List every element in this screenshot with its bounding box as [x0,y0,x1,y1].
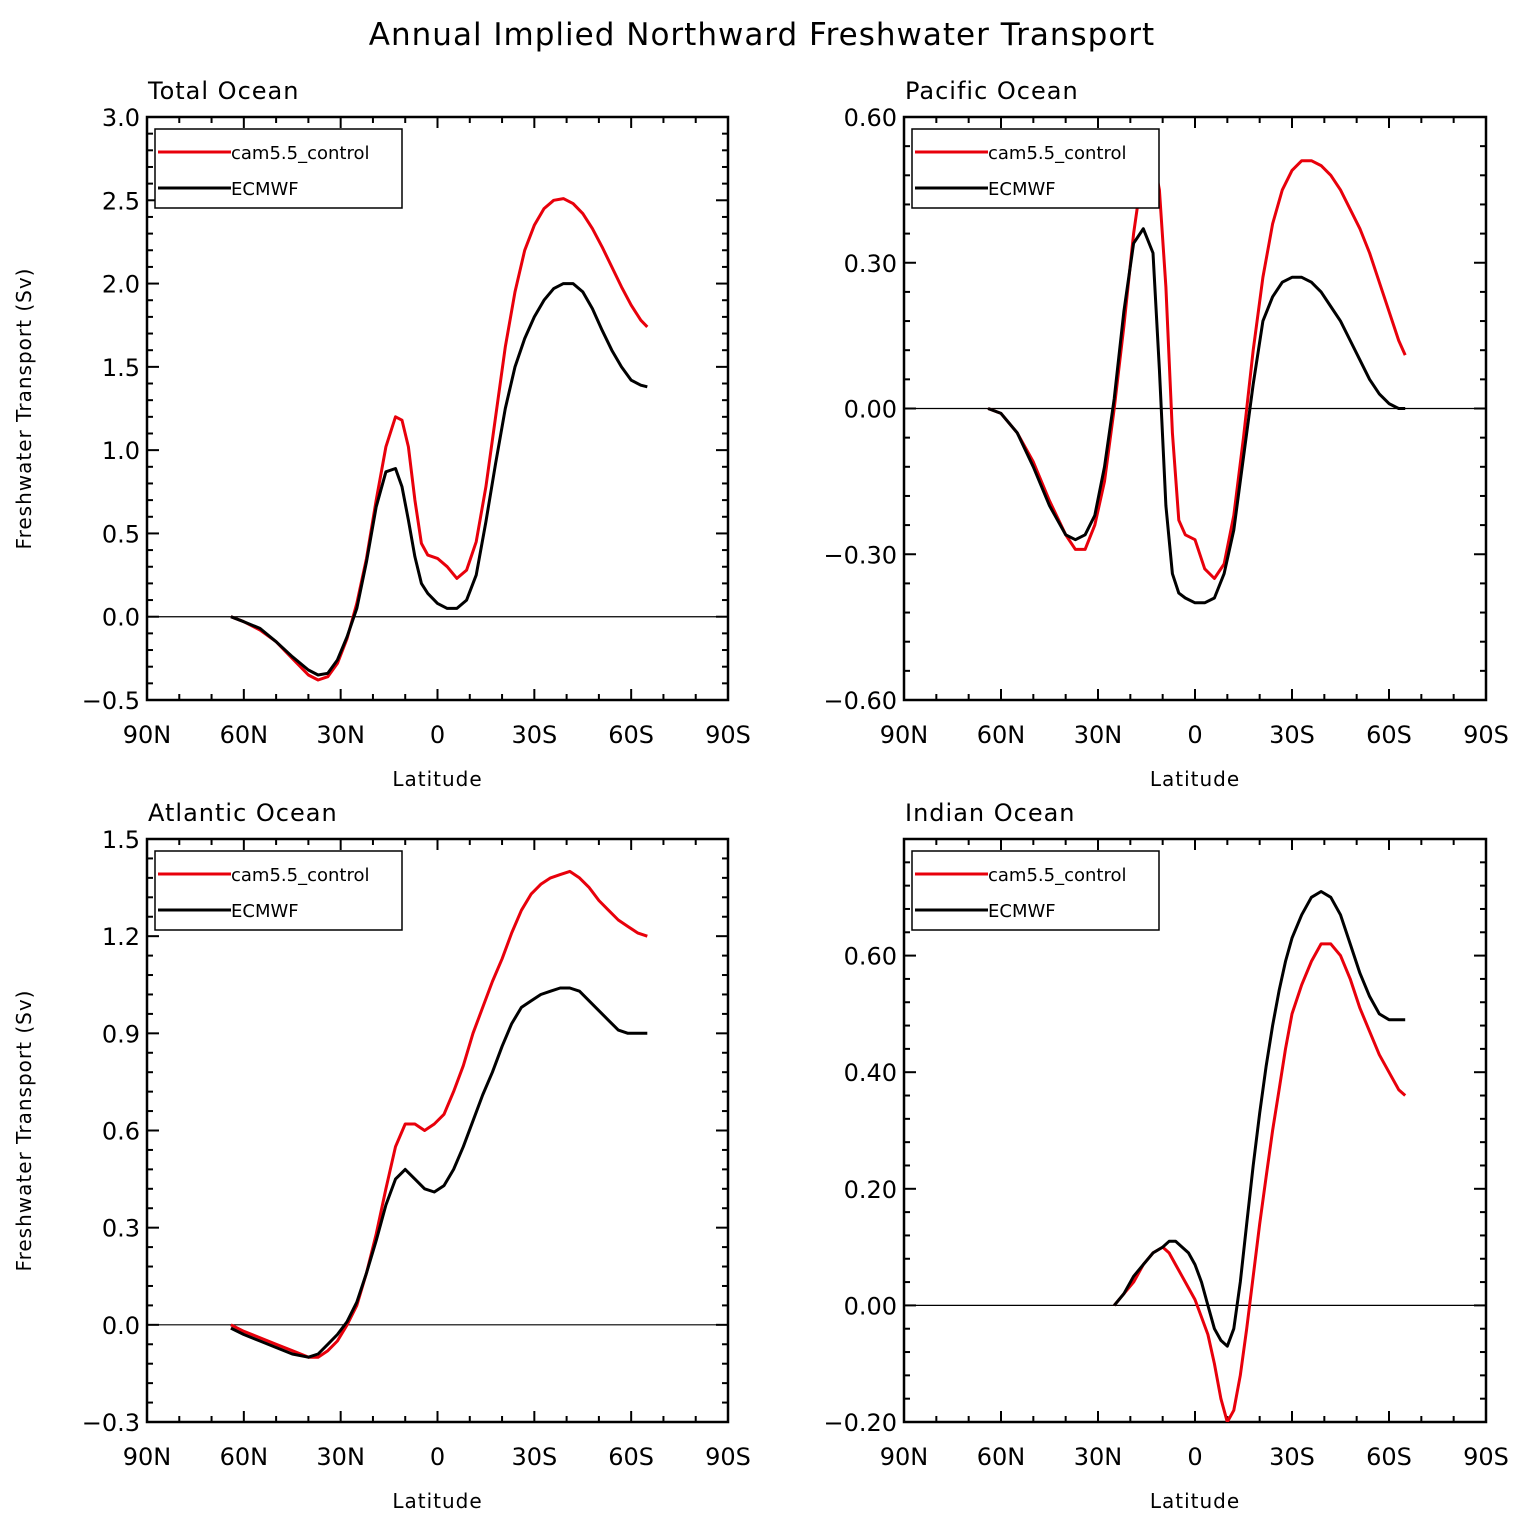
legend-label: cam5.5_control [231,865,369,886]
y-tick-label: −0.30 [823,541,897,569]
x-tick-label: 0 [430,1443,445,1471]
x-axis-label: Latitude [392,767,482,791]
x-tick-label: 90N [123,1443,172,1471]
legend-label: cam5.5_control [231,143,369,164]
y-tick-label: 1.0 [102,437,140,465]
y-tick-label: 0.60 [844,943,897,971]
y-tick-label: −0.60 [823,687,897,715]
legend: cam5.5_control ECMWF [911,128,1160,209]
x-tick-label: 90S [1463,721,1509,749]
y-tick-label: 0.3 [102,1215,140,1243]
y-tick-label: −0.3 [82,1409,140,1437]
x-axis-label: Latitude [392,1489,482,1513]
series-line-reference [1113,890,1406,1348]
legend-label: ECMWF [231,901,299,922]
x-tick-label: 30S [511,1443,557,1471]
x-tick-label: 30N [1074,1443,1123,1471]
x-tick-label: 30S [1269,1443,1315,1471]
x-tick-label: 60N [220,721,269,749]
panel-title: Total Ocean [147,77,299,105]
x-tick-label: 30N [316,721,365,749]
legend-box [911,850,1160,931]
series-line-model [230,869,648,1359]
series-line-reference [230,986,648,1359]
y-tick-label: 0.30 [844,250,897,278]
legend-label: ECMWF [988,901,1056,922]
y-tick-label: 0.00 [844,396,897,424]
y-axis-label: Freshwater Transport (Sv) [12,990,36,1272]
chart-panel: Indian Ocean 90N 60N 30N 0 30S 60S 90S −0.20 0.00… [823,799,1508,1513]
y-tick-label: 0.40 [844,1059,897,1087]
y-tick-label: 0.6 [102,1118,140,1146]
legend: cam5.5_control ECMWF [154,128,403,209]
series-line-reference [230,282,648,677]
series-line-reference [987,227,1406,605]
series-line-model [987,154,1407,580]
x-tick-label: 60S [608,1443,654,1471]
series-line-model [1113,942,1407,1422]
legend-box [154,850,403,931]
x-tick-label: 30S [1269,721,1315,749]
y-tick-label: 1.2 [102,923,140,951]
y-tick-label: 0.5 [102,520,140,548]
y-tick-label: 0.00 [844,1292,897,1320]
y-tick-label: 0.9 [102,1020,140,1048]
chart-panels: Total Ocean 90N 60N 30N 0 30S 60S 90S −0.5 0.0 0.5… [12,77,1509,1513]
legend-label: cam5.5_control [988,865,1126,886]
legend: cam5.5_control ECMWF [154,850,403,931]
x-tick-label: 90S [705,1443,751,1471]
chart-panel: Pacific Ocean 90N 60N 30N 0 30S 60S 90S −0.60 −0.… [823,77,1508,791]
x-tick-label: 60S [1366,721,1412,749]
x-tick-label: 0 [430,721,445,749]
legend-label: ECMWF [988,179,1056,200]
x-tick-label: 60S [608,721,654,749]
legend-box [911,128,1160,209]
y-tick-label: −0.20 [823,1409,897,1437]
x-tick-label: 90N [123,721,172,749]
y-tick-label: 0.60 [844,104,897,132]
series-line-model [230,197,649,682]
legend-box [154,128,403,209]
chart-panel: Total Ocean 90N 60N 30N 0 30S 60S 90S −0.5 0.0 0.5… [12,77,751,791]
x-axis-label: Latitude [1150,767,1240,791]
x-tick-label: 0 [1187,721,1202,749]
y-tick-label: 0.0 [102,604,140,632]
legend: cam5.5_control ECMWF [911,850,1160,931]
panel-title: Pacific Ocean [905,77,1079,105]
x-tick-label: 60S [1366,1443,1412,1471]
figure-title: Annual Implied Northward Freshwater Tran… [369,17,1155,53]
x-tick-label: 90N [880,721,929,749]
y-tick-label: 2.5 [102,187,140,215]
y-tick-label: 2.0 [102,271,140,299]
chart-panel: Atlantic Ocean 90N 60N 30N 0 30S 60S 90S −0.3 0.0… [12,799,751,1513]
y-tick-label: −0.5 [82,687,140,715]
y-tick-label: 0.0 [102,1312,140,1340]
x-tick-label: 30N [1074,721,1123,749]
x-tick-label: 90N [880,1443,929,1471]
y-axis-label: Freshwater Transport (Sv) [12,268,36,550]
y-tick-label: 3.0 [102,104,140,132]
legend-label: cam5.5_control [988,143,1126,164]
x-tick-label: 30N [316,1443,365,1471]
y-tick-label: 0.20 [844,1176,897,1204]
x-axis-label: Latitude [1150,1489,1240,1513]
x-tick-label: 60N [977,1443,1026,1471]
panel-title: Indian Ocean [905,799,1076,827]
x-tick-label: 0 [1187,1443,1202,1471]
y-tick-label: 1.5 [102,354,140,382]
y-tick-label: 1.5 [102,826,140,854]
x-tick-label: 90S [705,721,751,749]
panel-title: Atlantic Ocean [148,799,338,827]
x-tick-label: 60N [977,721,1026,749]
legend-label: ECMWF [231,179,299,200]
x-tick-label: 30S [511,721,557,749]
x-tick-label: 60N [220,1443,269,1471]
x-tick-label: 90S [1463,1443,1509,1471]
